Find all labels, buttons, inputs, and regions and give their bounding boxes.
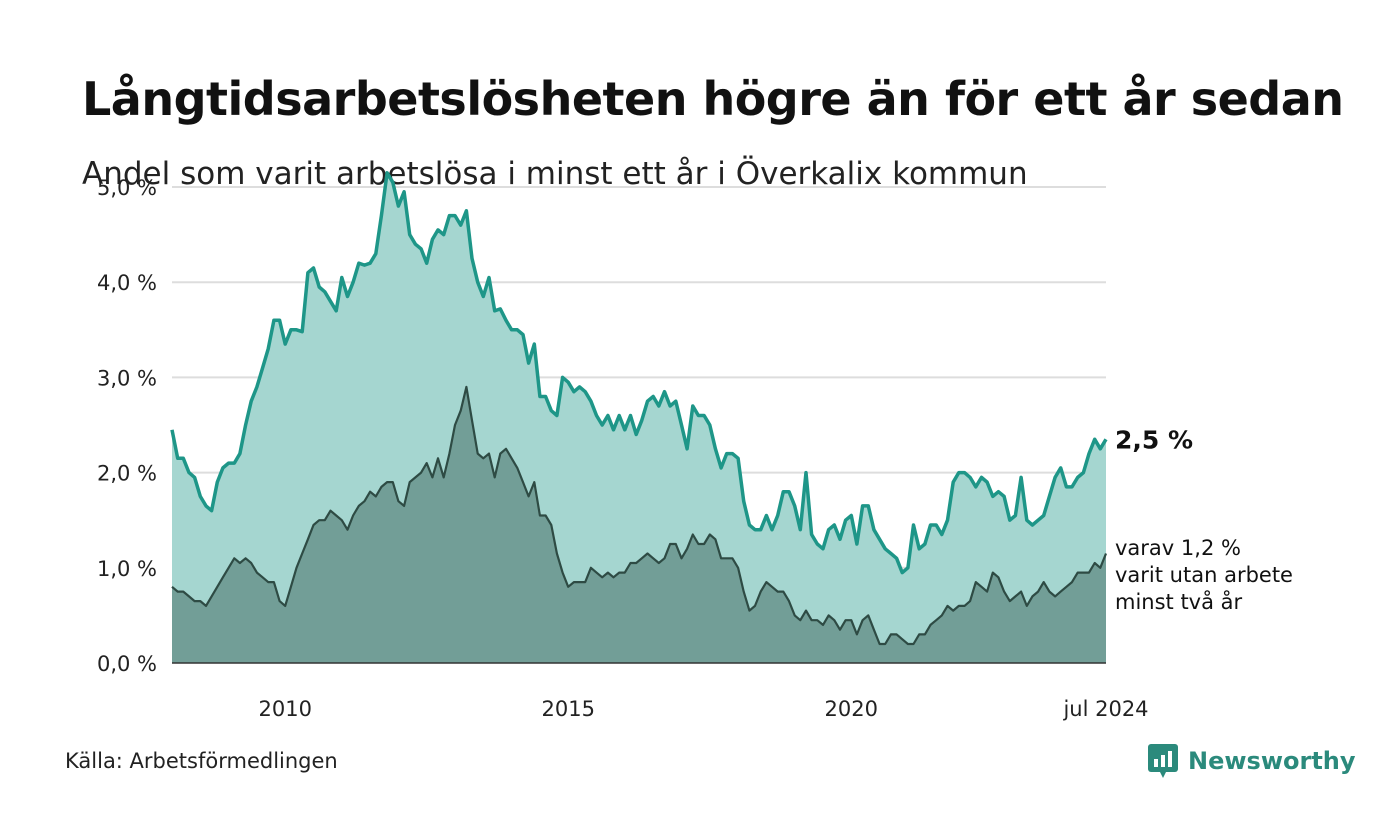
area-sub bbox=[172, 386, 1106, 663]
x-tick-label: 2010 bbox=[258, 697, 311, 721]
end-label-sub-line: varit utan arbete bbox=[1115, 563, 1293, 587]
end-label-sub-line: minst två år bbox=[1115, 589, 1243, 614]
newsworthy-logo-icon bbox=[1148, 744, 1178, 778]
x-tick-label: 2020 bbox=[825, 697, 878, 721]
y-tick-label: 2,0 % bbox=[97, 462, 157, 486]
x-tick-label: jul 2024 bbox=[1062, 697, 1148, 721]
y-tick-label: 4,0 % bbox=[97, 271, 157, 295]
end-label-sub-line: varav 1,2 % bbox=[1115, 536, 1241, 560]
x-tick-label: 2015 bbox=[542, 697, 595, 721]
end-label-main: 2,5 % bbox=[1115, 425, 1193, 454]
line-main bbox=[170, 171, 1108, 575]
source-note: Källa: Arbetsförmedlingen bbox=[65, 749, 338, 773]
y-axis-ticks: 0,0 % 1,0 % 2,0 % 3,0 % 4,0 % 5,0 % bbox=[97, 176, 157, 676]
y-tick-label: 0,0 % bbox=[97, 652, 157, 676]
y-tick-label: 1,0 % bbox=[97, 557, 157, 581]
chart-title: Långtidsarbetslösheten högre än för ett … bbox=[82, 72, 1344, 126]
chart-subtitle: Andel som varit arbetslösa i minst ett å… bbox=[82, 156, 1028, 192]
chart-areas bbox=[170, 171, 1108, 664]
line-sub bbox=[171, 385, 1108, 646]
x-axis-ticks: 2010 2015 2020 jul 2024 bbox=[258, 697, 1148, 721]
y-tick-label: 3,0 % bbox=[97, 366, 157, 390]
brand-logo[interactable]: Newsworthy bbox=[1148, 744, 1356, 778]
brand-name: Newsworthy bbox=[1188, 747, 1356, 775]
y-tick-label: 5,0 % bbox=[97, 176, 157, 200]
